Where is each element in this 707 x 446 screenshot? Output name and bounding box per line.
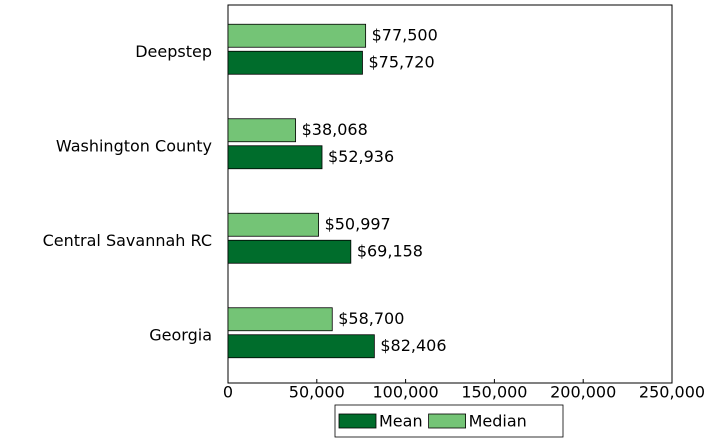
- value-label: $52,936: [328, 147, 394, 166]
- bar: [227, 212, 319, 237]
- x-tick-label: 0: [223, 383, 233, 402]
- legend-label: Mean: [379, 412, 423, 431]
- bar: [227, 23, 367, 48]
- x-tick-label: 100,000: [373, 383, 439, 402]
- bar: [227, 118, 297, 143]
- bar: [227, 145, 323, 170]
- value-label: $38,068: [302, 120, 368, 139]
- legend-swatch: [428, 413, 466, 429]
- value-label: $50,997: [325, 214, 391, 233]
- bar: [227, 50, 363, 75]
- category-label: Deepstep: [135, 42, 212, 61]
- legend-swatch: [338, 413, 377, 429]
- value-label: $69,158: [357, 241, 423, 260]
- value-label: $77,500: [372, 25, 438, 44]
- category-label: Washington County: [56, 136, 212, 155]
- x-tick-label: 250,000: [639, 383, 705, 402]
- bar: [227, 307, 333, 332]
- value-label: $58,700: [338, 309, 404, 328]
- category-label: Georgia: [149, 325, 212, 344]
- category-label: Central Savannah RC: [43, 231, 212, 250]
- x-tick-label: 50,000: [289, 383, 345, 402]
- x-tick-label: 150,000: [461, 383, 527, 402]
- value-label: $75,720: [368, 52, 434, 71]
- x-tick-label: 200,000: [550, 383, 616, 402]
- value-label: $82,406: [380, 336, 446, 355]
- legend-label: Median: [469, 412, 527, 431]
- bar: [227, 334, 375, 359]
- plot-area: [227, 4, 673, 384]
- bar: [227, 239, 352, 264]
